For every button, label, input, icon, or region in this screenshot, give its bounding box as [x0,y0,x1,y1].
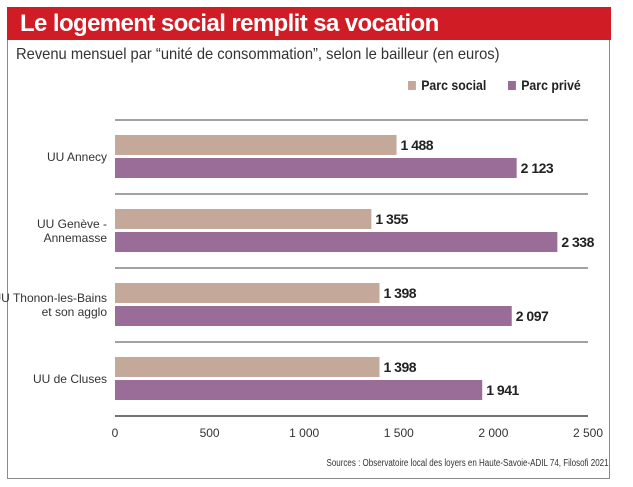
legend-swatch-social [408,80,416,90]
data-label: 1 398 [384,285,417,301]
data-label: 1 398 [384,359,417,375]
bar-prive [115,380,483,400]
legend-item-social: Parc social [408,77,486,93]
data-label: 1 488 [401,137,434,153]
x-tick-label: 2 000 [478,426,508,440]
bar-prive [115,158,517,178]
x-tick-label: 0 [112,426,119,440]
bar-social [115,283,380,303]
x-tick-label: 1 000 [289,426,319,440]
data-label: 2 123 [521,160,554,176]
category-label: et son agglo [42,305,108,319]
category-label: UU de Cluses [33,372,107,386]
category-label: Annemasse [44,231,108,245]
category-label: UU Genève - [37,217,107,231]
bar-social [115,357,380,377]
data-label: 2 338 [561,234,594,250]
category-label: UU Annecy [47,150,107,164]
bar-social [115,135,397,155]
legend-label-prive: Parc privé [521,77,581,93]
legend-label-social: Parc social [421,77,487,93]
legend-item-prive: Parc privé [508,77,581,93]
bar-prive [115,232,558,252]
chart-title: Le logement social remplit sa vocation [20,10,439,37]
x-tick-label: 500 [200,426,220,440]
data-label: 1 355 [375,211,408,227]
bar-social [115,209,372,229]
data-label: 1 941 [486,382,519,398]
data-label: 2 097 [516,308,549,324]
source-note: Sources : Observatoire local des loyers … [326,458,609,469]
x-tick-label: 2 500 [573,426,603,440]
chart-subtitle: Revenu mensuel par “unité de consommatio… [16,46,500,63]
x-tick-label: 1 500 [384,426,414,440]
bar-prive [115,306,512,326]
legend-swatch-prive [508,80,516,90]
category-label: UU Thonon-les-Bains [0,291,107,305]
header-banner: Le logement social remplit sa vocation [7,7,611,40]
